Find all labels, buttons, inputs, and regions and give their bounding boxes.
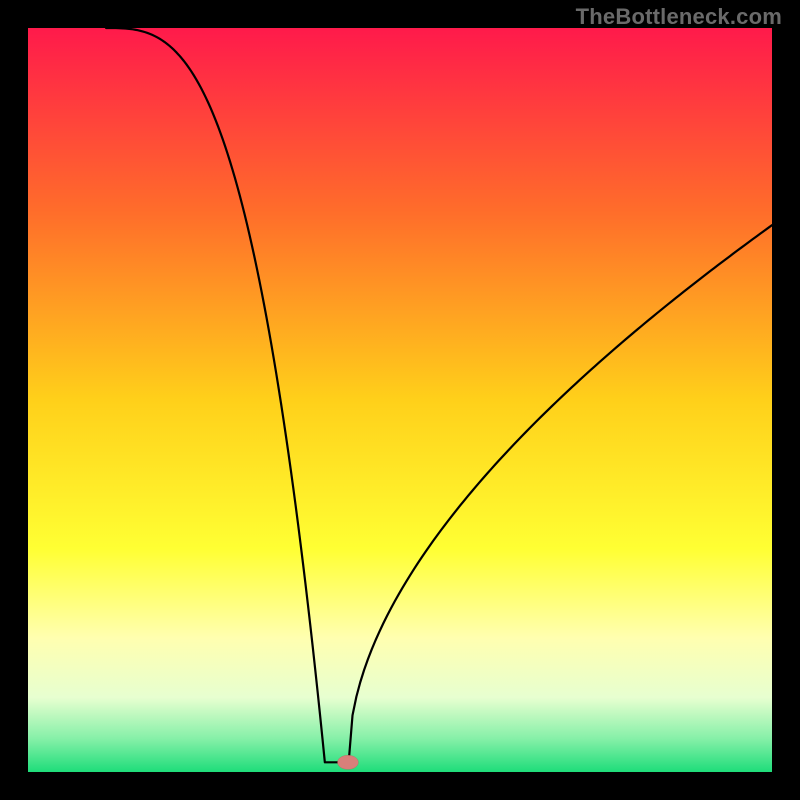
watermark-text: TheBottleneck.com [576, 4, 782, 30]
chart-frame: TheBottleneck.com [0, 0, 800, 800]
chart-svg [28, 28, 772, 772]
minimum-marker [338, 755, 359, 769]
gradient-background [28, 28, 772, 772]
plot-area [28, 28, 772, 772]
